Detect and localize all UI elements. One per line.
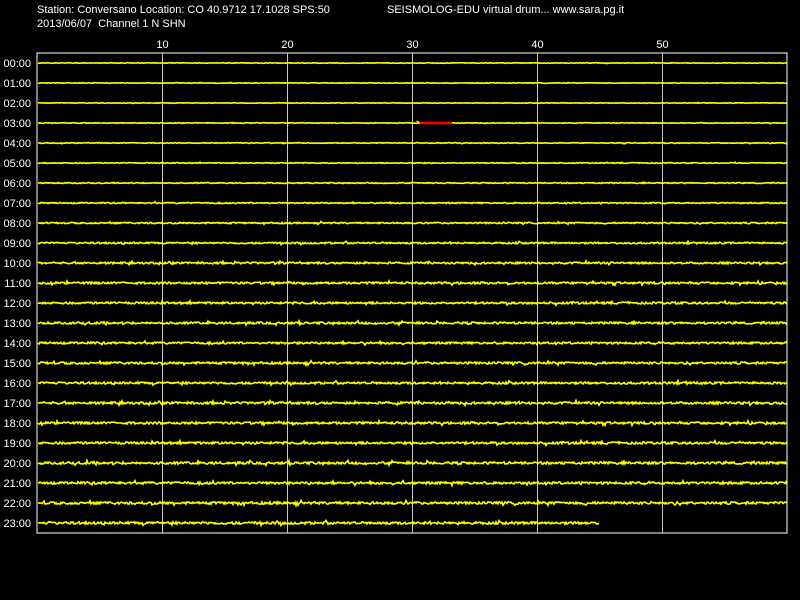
trace-row-0200 bbox=[37, 101, 788, 105]
trace-row-1700 bbox=[37, 398, 788, 408]
trace-row-1100 bbox=[37, 278, 788, 288]
row-label-2000: 20:00 bbox=[3, 458, 31, 470]
row-labels: 00:00 01:00 02:00 03:00 04:00 05:00 06:00 07:00… bbox=[3, 58, 31, 530]
trace-row-1600 bbox=[37, 378, 788, 388]
trace-row-0100 bbox=[37, 81, 788, 85]
app-title: SEISMOLOG-EDU virtual drum... www.sara.p… bbox=[387, 4, 625, 16]
row-label-0500: 05:00 bbox=[3, 158, 31, 170]
row-label-0900: 09:00 bbox=[3, 238, 31, 250]
station-info: Station: Conversano Location: CO 40.9712… bbox=[37, 4, 330, 16]
trace-row-0800 bbox=[37, 220, 788, 226]
row-label-1300: 13:00 bbox=[3, 318, 31, 330]
row-label-1200: 12:00 bbox=[3, 298, 31, 310]
row-label-2300: 23:00 bbox=[3, 518, 31, 530]
row-label-2200: 22:00 bbox=[3, 498, 31, 510]
row-label-0300: 03:00 bbox=[3, 118, 31, 130]
trace-row-0600 bbox=[37, 180, 788, 185]
trace-row-1000 bbox=[37, 259, 788, 267]
grid-lines bbox=[162, 53, 663, 533]
trace-row-0400 bbox=[38, 141, 788, 145]
row-label-1400: 14:00 bbox=[3, 338, 31, 350]
trace-row-1800 bbox=[37, 418, 788, 428]
trace-row-0700 bbox=[37, 200, 788, 206]
row-label-1600: 16:00 bbox=[3, 378, 31, 390]
x-tick-label-30: 30 bbox=[406, 39, 418, 51]
trace-row-1400 bbox=[37, 339, 788, 347]
x-tick-labels: 10 20 30 40 50 bbox=[156, 39, 668, 51]
row-label-2100: 21:00 bbox=[3, 478, 31, 490]
trace-row-2000 bbox=[37, 457, 788, 468]
row-label-1900: 19:00 bbox=[3, 438, 31, 450]
trace-row-1900 bbox=[37, 438, 788, 448]
row-label-1100: 11:00 bbox=[4, 278, 31, 290]
trace-row-0000 bbox=[37, 61, 788, 65]
row-label-0400: 04:00 bbox=[3, 138, 31, 150]
x-tick-label-50: 50 bbox=[656, 39, 668, 51]
row-label-0700: 07:00 bbox=[3, 198, 31, 210]
row-label-1800: 18:00 bbox=[3, 418, 31, 430]
trace-row-2300 bbox=[37, 518, 600, 528]
trace-row-0500 bbox=[37, 160, 788, 165]
x-tick-label-40: 40 bbox=[531, 39, 543, 51]
row-label-1500: 15:00 bbox=[3, 358, 31, 370]
row-label-1000: 10:00 bbox=[3, 258, 31, 270]
date-channel-info: 2013/06/07 Channel 1 N SHN bbox=[37, 18, 186, 30]
row-label-0600: 06:00 bbox=[3, 178, 31, 190]
x-tick-label-20: 20 bbox=[281, 39, 293, 51]
trace-row-1300 bbox=[37, 318, 788, 327]
trace-row-0900 bbox=[37, 239, 788, 247]
row-label-0800: 08:00 bbox=[3, 218, 31, 230]
row-label-0000: 00:00 bbox=[3, 58, 31, 70]
row-label-1700: 17:00 bbox=[3, 398, 31, 410]
event-onset-0 bbox=[416, 120, 420, 124]
row-label-0100: 01:00 bbox=[3, 78, 31, 90]
trace-row-2100 bbox=[37, 478, 788, 488]
trace-row-1200 bbox=[37, 298, 788, 307]
trace-row-0300 bbox=[37, 121, 788, 125]
trace-row-2200 bbox=[37, 498, 788, 508]
event-markers bbox=[416, 120, 452, 125]
row-label-0200: 02:00 bbox=[3, 98, 31, 110]
x-tick-label-10: 10 bbox=[156, 39, 168, 51]
trace-row-1500 bbox=[37, 359, 788, 368]
trace-lines bbox=[37, 61, 788, 528]
